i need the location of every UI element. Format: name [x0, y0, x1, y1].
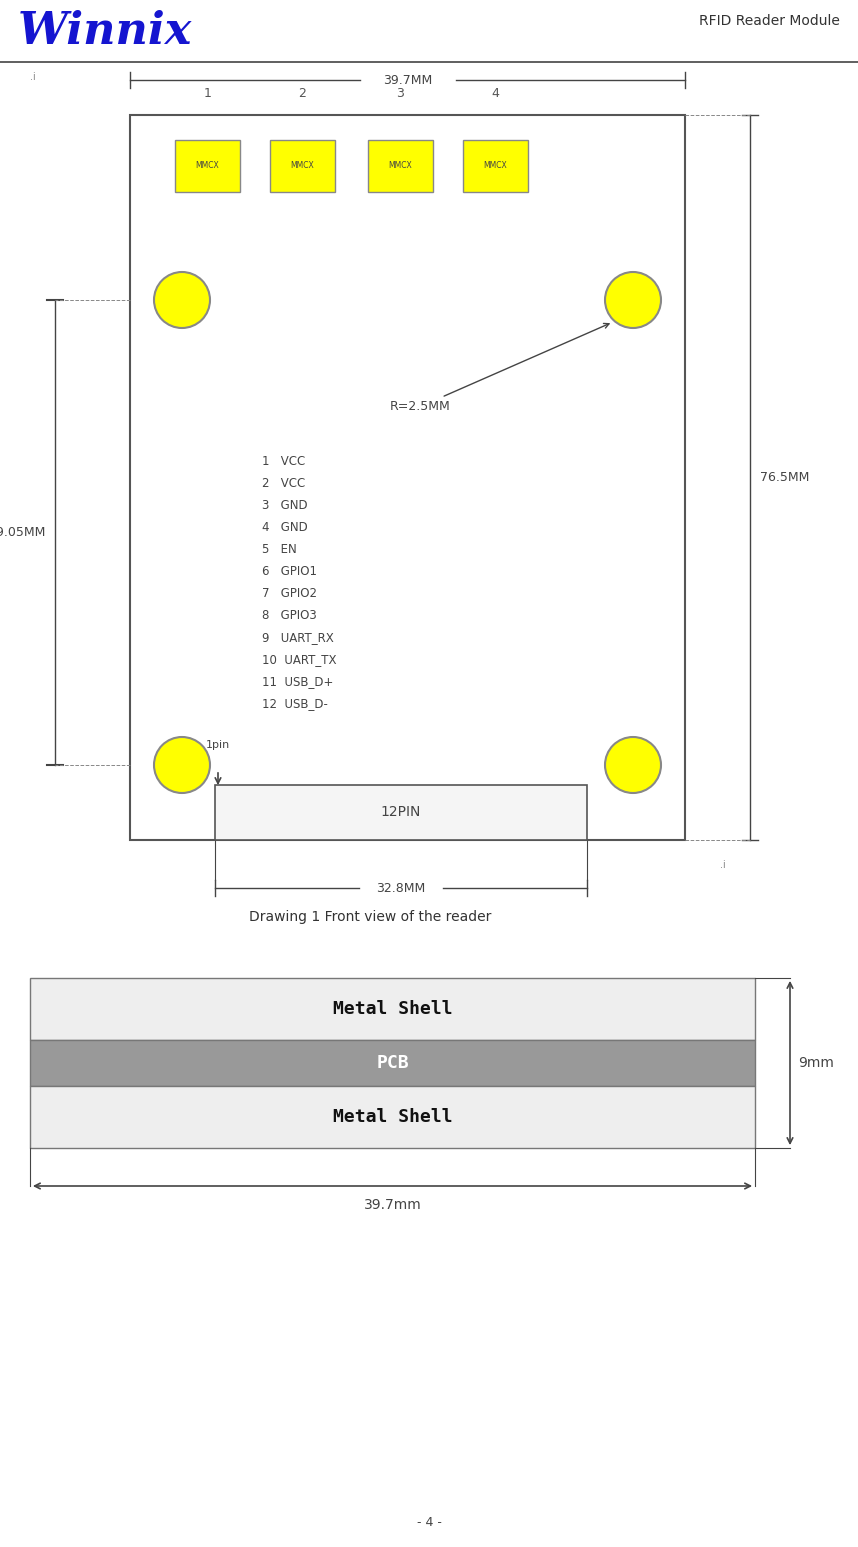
Text: 11  USB_D+: 11 USB_D+	[262, 674, 334, 688]
Text: - 4 -: - 4 -	[417, 1516, 441, 1528]
Text: 8   GPIO3: 8 GPIO3	[262, 610, 317, 622]
Text: 12PIN: 12PIN	[381, 806, 421, 820]
Bar	[175, 139, 240, 192]
Text: Drawing 1 Front view of the reader: Drawing 1 Front view of the reader	[249, 910, 491, 924]
Circle shape	[605, 272, 661, 328]
Text: .i: .i	[30, 73, 36, 82]
Text: 1pin: 1pin	[206, 739, 230, 750]
Circle shape	[605, 736, 661, 794]
Text: Metal Shell: Metal Shell	[333, 1108, 452, 1126]
Bar	[368, 139, 433, 192]
Text: Metal Shell: Metal Shell	[333, 999, 452, 1018]
Text: 10  UART_TX: 10 UART_TX	[262, 653, 336, 667]
Bar	[30, 1040, 755, 1086]
Bar	[30, 978, 755, 1040]
Text: 1: 1	[203, 87, 211, 101]
Text: 2: 2	[299, 87, 306, 101]
Bar	[30, 1086, 755, 1148]
Text: 39.7mm: 39.7mm	[364, 1197, 421, 1211]
Bar	[270, 139, 335, 192]
Text: 4   GND: 4 GND	[262, 521, 308, 534]
Text: RFID Reader Module: RFID Reader Module	[699, 14, 840, 28]
Text: 3   GND: 3 GND	[262, 500, 308, 512]
Text: .i: .i	[720, 860, 726, 869]
Bar	[215, 784, 587, 840]
Text: 6   GPIO1: 6 GPIO1	[262, 565, 317, 579]
Text: 12  USB_D-: 12 USB_D-	[262, 698, 328, 710]
Text: MMCX: MMCX	[291, 161, 314, 170]
Text: 32.8MM: 32.8MM	[377, 882, 426, 894]
Text: MMCX: MMCX	[196, 161, 220, 170]
Bar	[130, 114, 685, 840]
Text: MMCX: MMCX	[484, 161, 507, 170]
Text: PCB: PCB	[376, 1054, 408, 1072]
Text: MMCX: MMCX	[389, 161, 413, 170]
Text: 9mm: 9mm	[798, 1057, 834, 1071]
Circle shape	[154, 272, 210, 328]
Text: 7   GPIO2: 7 GPIO2	[262, 586, 317, 600]
Bar	[463, 139, 528, 192]
Text: 3: 3	[396, 87, 404, 101]
Text: R=2.5MM: R=2.5MM	[390, 323, 609, 413]
Circle shape	[154, 736, 210, 794]
Text: 39.7MM: 39.7MM	[383, 74, 432, 87]
Text: 59.05MM: 59.05MM	[0, 526, 45, 538]
Text: 4: 4	[492, 87, 499, 101]
Text: 76.5MM: 76.5MM	[760, 470, 809, 484]
Text: 2   VCC: 2 VCC	[262, 476, 305, 490]
Text: 5   EN: 5 EN	[262, 543, 297, 555]
Text: Winnix: Winnix	[18, 9, 192, 53]
Text: 9   UART_RX: 9 UART_RX	[262, 631, 334, 644]
Text: 1   VCC: 1 VCC	[262, 455, 305, 469]
